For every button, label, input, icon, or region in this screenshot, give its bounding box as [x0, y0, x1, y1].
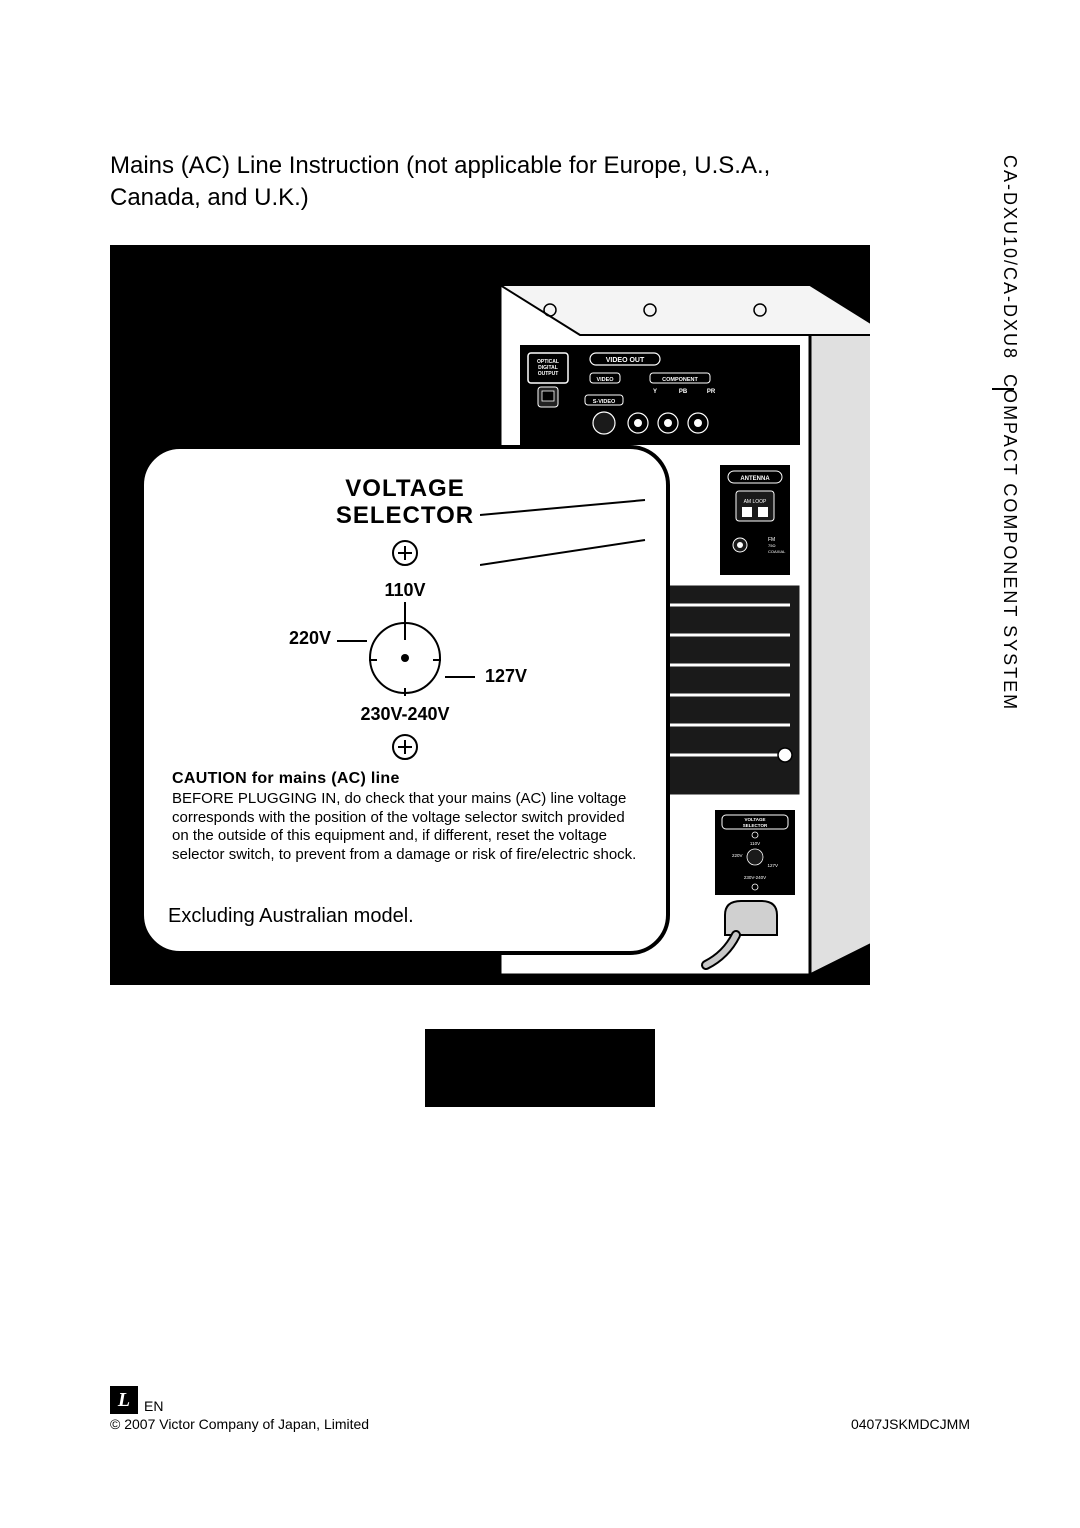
voltage-220-label: 220V: [289, 628, 331, 649]
voltage-127-label: 127V: [485, 666, 527, 687]
caution-title: CAUTION for mains (AC) line: [172, 770, 638, 788]
side-divider: [992, 388, 1014, 390]
document-code: 0407JSKMDCJMM: [851, 1416, 970, 1432]
svg-text:127V: 127V: [767, 863, 778, 868]
svg-text:S-VIDEO: S-VIDEO: [593, 399, 616, 405]
side-system: COMPACT COMPONENT SYSTEM: [1000, 374, 1020, 711]
screw-icon: [392, 540, 418, 566]
voltage-110-label: 110V: [384, 580, 425, 601]
svg-text:75Ω: 75Ω: [768, 543, 775, 548]
screw-icon: [392, 734, 418, 760]
voltage-230-label: 230V-240V: [360, 704, 449, 725]
svg-text:VOLTAGE: VOLTAGE: [744, 817, 765, 822]
excluding-note: Excluding Australian model.: [168, 905, 414, 928]
svg-text:110V: 110V: [750, 841, 760, 846]
svg-text:COAXIAL: COAXIAL: [768, 549, 786, 554]
black-strip: [425, 1029, 655, 1107]
svg-text:COMPONENT: COMPONENT: [662, 377, 698, 383]
language-code: EN: [144, 1398, 163, 1414]
side-model-text: CA-DXU10/CA-DXU8 COMPACT COMPONENT SYSTE…: [999, 155, 1020, 755]
svg-text:SELECTOR: SELECTOR: [743, 823, 768, 828]
voltage-dial: [369, 622, 441, 694]
svg-text:PB: PB: [679, 389, 688, 395]
device-figure: OPTICAL DIGITAL OUTPUT VIDEO OUT VIDEO C…: [110, 245, 870, 985]
page-footer: L EN © 2007 Victor Company of Japan, Lim…: [110, 1386, 970, 1432]
copyright-text: © 2007 Victor Company of Japan, Limited: [110, 1416, 970, 1432]
svg-text:230V-240V: 230V-240V: [744, 875, 766, 880]
caution-body: BEFORE PLUGGING IN, do check that your m…: [172, 790, 638, 865]
svg-text:ANTENNA: ANTENNA: [740, 476, 770, 482]
svg-text:220V: 220V: [732, 853, 743, 858]
svg-text:Y: Y: [653, 389, 657, 395]
svg-text:VIDEO OUT: VIDEO OUT: [606, 357, 645, 364]
svg-text:OUTPUT: OUTPUT: [538, 371, 559, 377]
voltage-dial-diagram: 110V 220V 127V 230V-240V: [275, 540, 535, 760]
voltage-selector-title: VOLTAGE SELECTOR: [172, 475, 638, 530]
brand-logo-icon: L: [110, 1386, 138, 1414]
voltage-selector-callout: VOLTAGE SELECTOR 110V 220V 127V 230V-240…: [140, 445, 670, 955]
svg-text:PR: PR: [707, 389, 716, 395]
side-models: CA-DXU10/CA-DXU8: [1000, 155, 1020, 360]
svg-text:VIDEO: VIDEO: [596, 377, 614, 383]
voltage-title-line1: VOLTAGE: [345, 475, 464, 502]
page-heading: Mains (AC) Line Instruction (not applica…: [110, 150, 850, 215]
voltage-title-line2: SELECTOR: [336, 502, 474, 529]
svg-text:AM LOOP: AM LOOP: [744, 499, 767, 505]
